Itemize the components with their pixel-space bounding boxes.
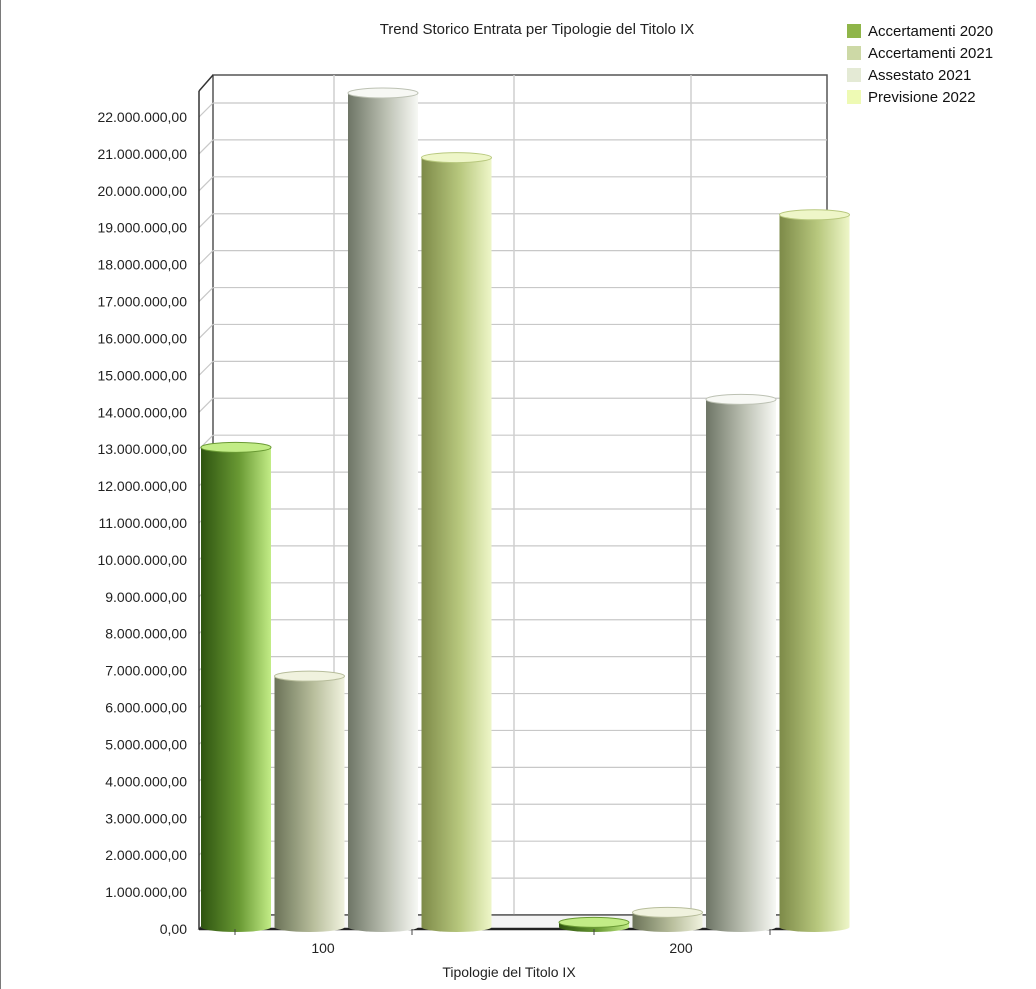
legend-swatch [847,24,861,38]
gridline-side [198,287,214,302]
y-tick-label: 8.000.000,00 [105,626,187,642]
y-tick-label: 7.000.000,00 [105,663,187,679]
legend-label: Accertamenti 2021 [868,44,994,62]
gridline-side [198,176,214,192]
bar-top [558,916,630,928]
legend-label: Previsione 2022 [868,88,976,106]
gridline-side [198,397,214,413]
legend-swatch [847,68,861,82]
gridline-side [198,250,214,266]
legend-label: Assestato 2021 [868,66,972,84]
bar-top [632,906,703,918]
bar-body [632,912,703,933]
y-tick-label: 17.000.000,00 [97,294,187,310]
x-tick-label: 100 [311,940,335,956]
y-tick-label: 4.000.000,00 [105,773,187,789]
y-tick-label: 15.000.000,00 [97,367,187,383]
y-tick-label: 2.000.000,00 [105,847,187,863]
bar-top [347,87,419,99]
bar-top [421,152,492,164]
gridline-side [198,213,214,229]
bar [274,670,345,933]
y-tick-label: 3.000.000,00 [105,810,187,826]
bar-body [274,676,345,933]
bar [558,916,630,932]
y-tick-label: 9.000.000,00 [105,589,187,605]
y-tick-label: 1.000.000,00 [105,884,187,900]
bar-body [706,399,776,932]
bar [200,441,272,932]
y-tick-label: 0,00 [160,921,187,937]
bar [705,393,777,932]
gridline-side [198,139,214,155]
gridline-side [198,360,214,376]
y-tick-label: 13.000.000,00 [97,441,187,457]
bar-top [705,393,777,405]
bar-body [779,214,850,933]
legend-swatch [847,46,861,60]
legend-item-accertamenti-2021: Accertamenti 2021 [847,42,993,64]
legend-item-previsione-2022: Previsione 2022 [847,86,993,108]
bar-top [274,670,345,682]
y-tick-label: 20.000.000,00 [97,183,187,199]
bar [779,209,850,933]
bar [421,152,492,933]
gridline-side [198,102,214,118]
legend-swatch [847,90,861,104]
y-tick-label: 14.000.000,00 [97,404,187,420]
y-tick-label: 16.000.000,00 [97,330,187,346]
y-tick-label: 22.000.000,00 [97,109,187,125]
bar-body [201,447,271,932]
x-axis-title: Tipologie del Titolo IX [442,964,576,980]
bar [347,87,419,932]
y-tick-label: 19.000.000,00 [97,220,187,236]
x-tick-label: 200 [669,940,693,956]
bar-top [779,209,850,221]
legend-item-assestato-2021: Assestato 2021 [847,64,993,86]
y-tick-label: 6.000.000,00 [105,700,187,716]
y-tick-label: 10.000.000,00 [97,552,187,568]
legend-item-accertamenti-2020: Accertamenti 2020 [847,20,993,42]
y-tick-label: 11.000.000,00 [99,515,188,531]
y-tick-label: 12.000.000,00 [97,478,187,494]
chart-title: Trend Storico Entrata per Tipologie del … [380,21,695,38]
y-tick-label: 5.000.000,00 [105,736,187,752]
bar-body [421,157,492,933]
bar-body [348,93,418,932]
chart-legend: Accertamenti 2020 Accertamenti 2021 Asse… [847,20,993,108]
bar [632,906,703,933]
legend-label: Accertamenti 2020 [868,22,994,40]
gridline-side [198,324,214,339]
y-tick-label: 21.000.000,00 [97,146,187,162]
y-tick-label: 18.000.000,00 [97,257,187,273]
bar-top [200,441,272,453]
axis-edge [198,74,214,92]
